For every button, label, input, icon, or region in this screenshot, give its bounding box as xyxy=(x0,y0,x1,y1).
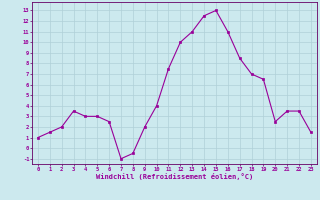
X-axis label: Windchill (Refroidissement éolien,°C): Windchill (Refroidissement éolien,°C) xyxy=(96,173,253,180)
